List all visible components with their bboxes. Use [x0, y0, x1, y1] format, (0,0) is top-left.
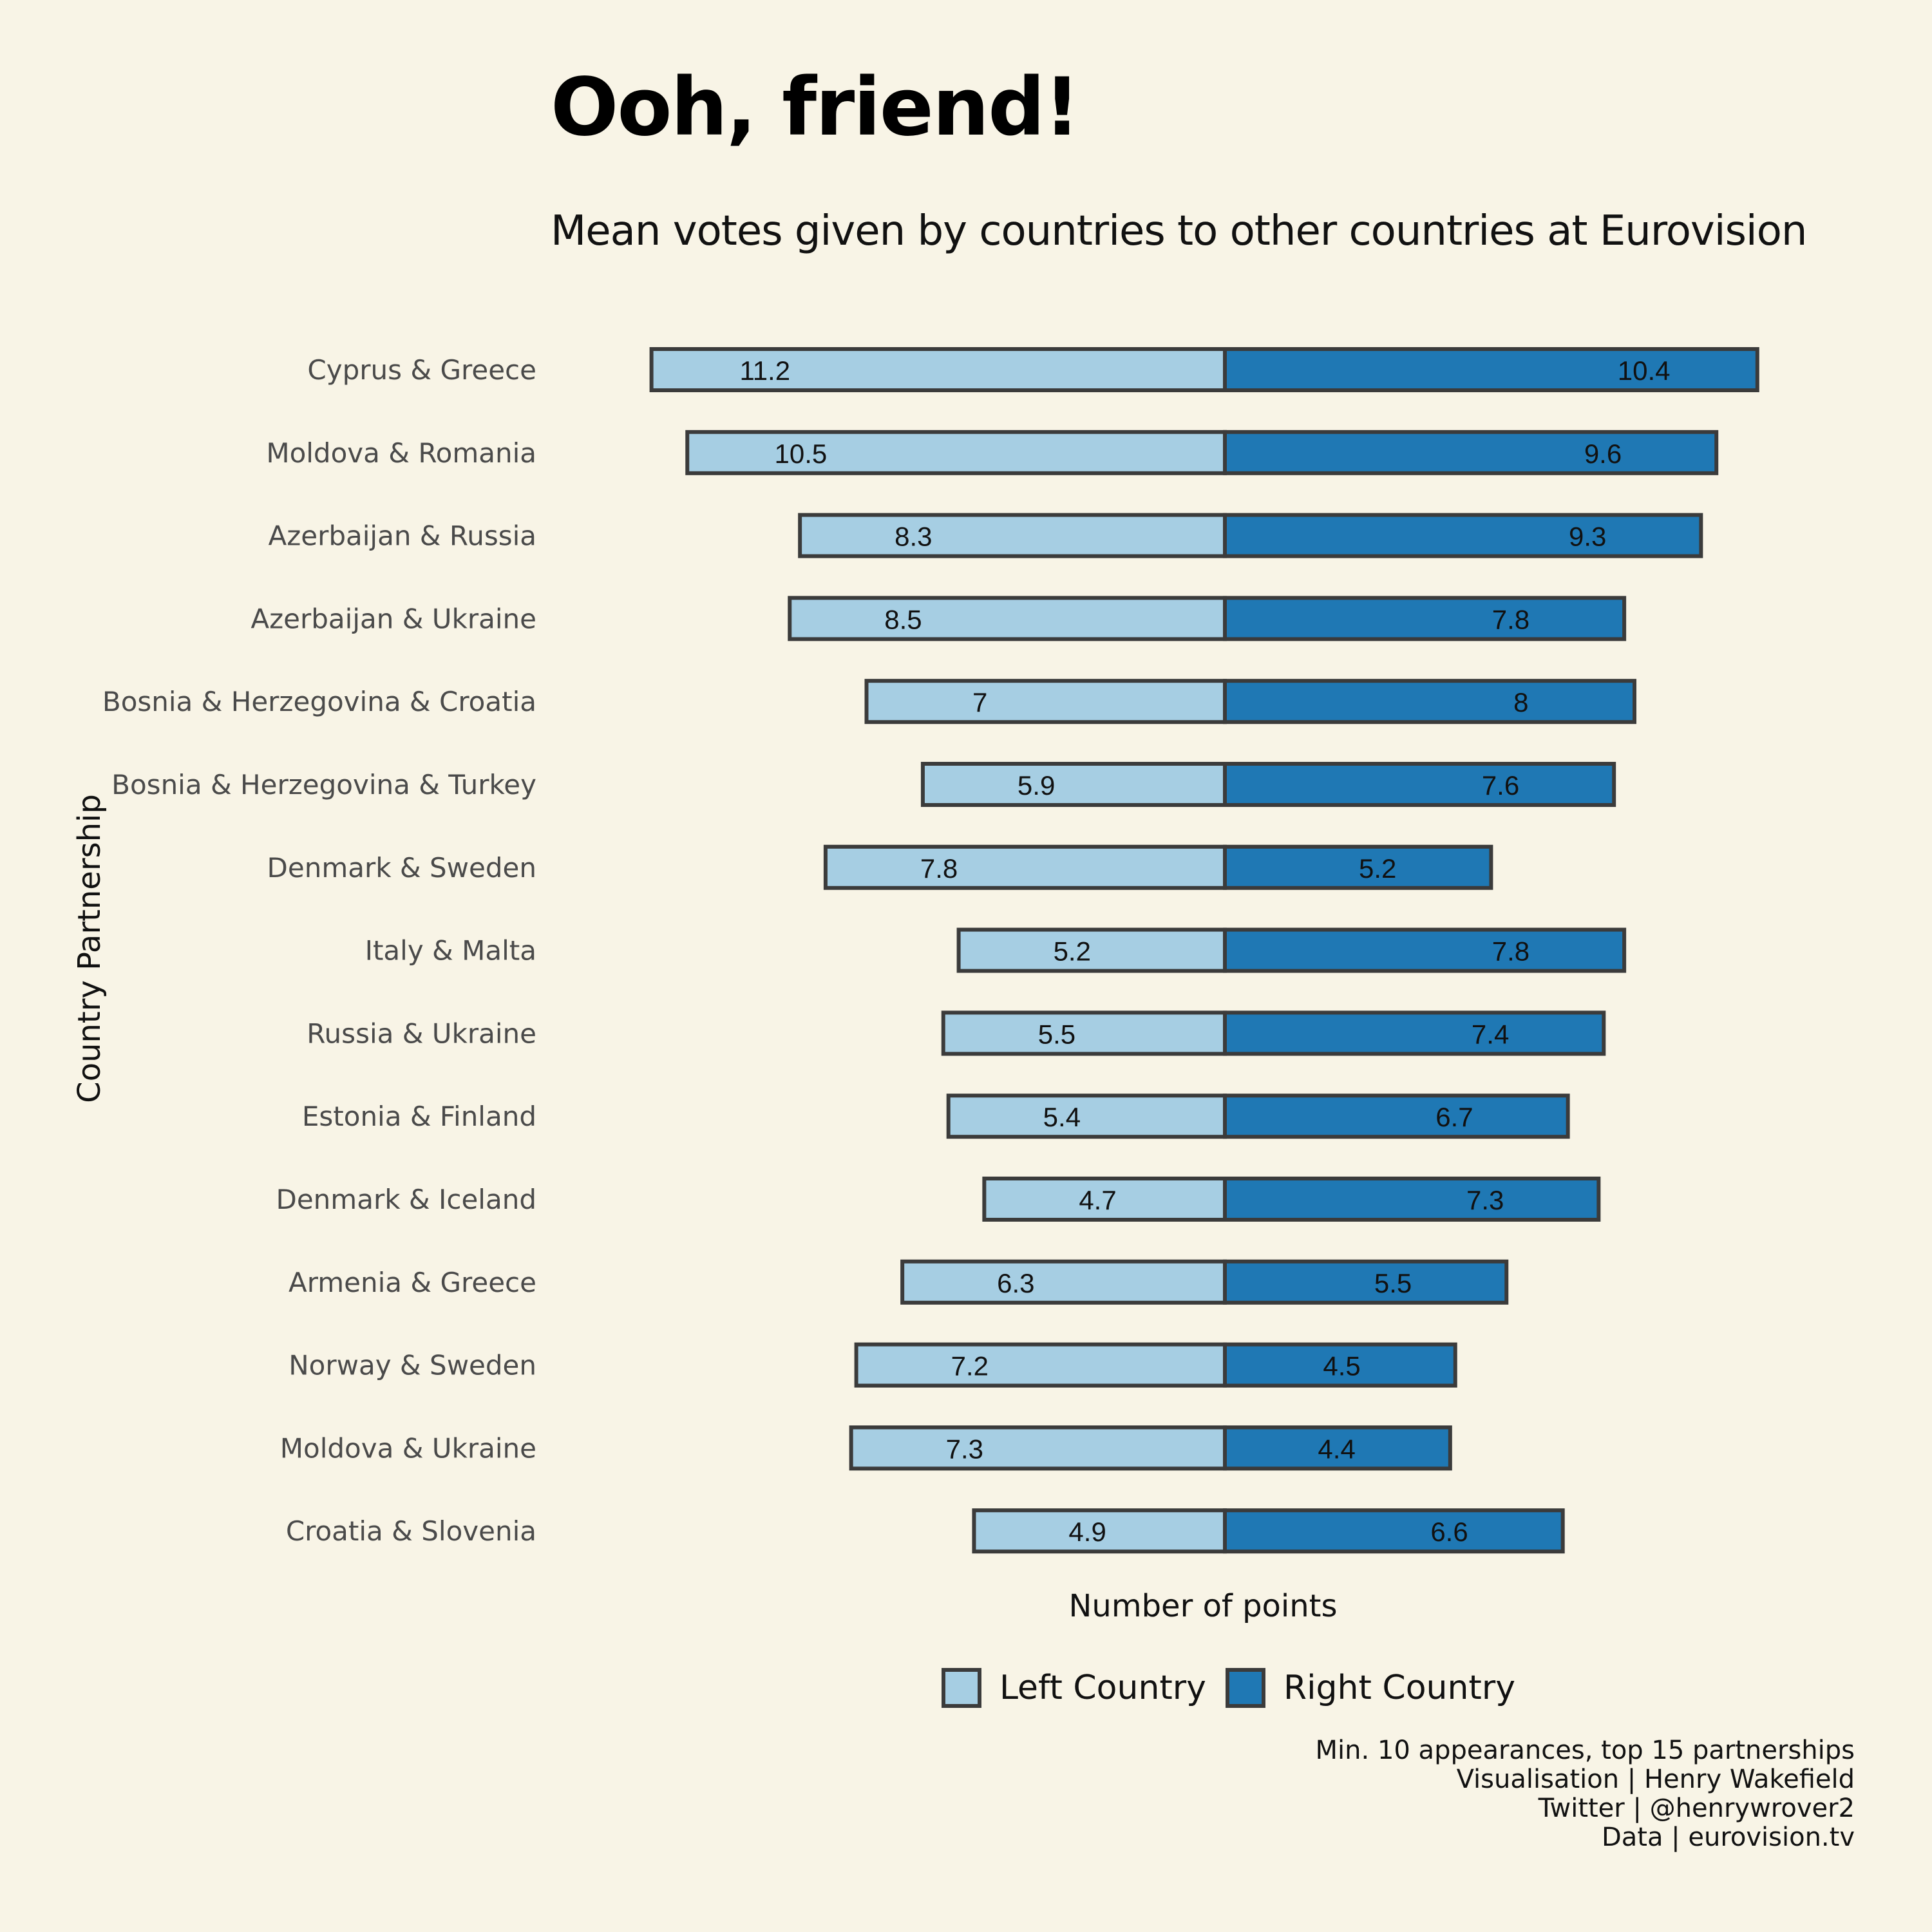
data-label-right: 4.5 — [1323, 1351, 1360, 1381]
data-label-right: 7.8 — [1492, 936, 1530, 967]
bar-right — [1223, 927, 1627, 973]
caption-line-visualisation: Visualisation | Henry Wakefield — [1456, 1765, 1855, 1794]
bar-right — [1223, 679, 1636, 724]
data-label-left: 11.2 — [739, 355, 790, 386]
chart-title: Ooh, friend! — [551, 61, 1080, 154]
data-label-right: 9.3 — [1569, 522, 1606, 552]
bar-left — [941, 1010, 1227, 1056]
data-label-left: 7 — [972, 687, 987, 717]
data-label-left: 10.5 — [775, 439, 828, 469]
legend-label-right: Right Country — [1283, 1669, 1515, 1707]
bar-right — [1223, 844, 1493, 890]
bar-left — [900, 1259, 1227, 1305]
bar-left — [946, 1094, 1227, 1139]
category-label: Norway & Sweden — [289, 1350, 536, 1381]
chart-subtitle: Mean votes given by countries to other c… — [551, 207, 1807, 255]
bar-right — [1223, 513, 1703, 558]
y-axis-label: Country Partnership — [71, 794, 108, 1103]
category-label: Russia & Ukraine — [307, 1018, 536, 1049]
bar-right — [1223, 596, 1627, 641]
bar-right — [1223, 347, 1759, 392]
data-label-left: 5.9 — [1018, 770, 1055, 800]
legend-item-right: Right Country — [1225, 1668, 1515, 1708]
category-label: Denmark & Iceland — [276, 1184, 537, 1215]
chart-legend: Left Country Right Country — [942, 1668, 1535, 1708]
data-label-right: 8 — [1513, 687, 1528, 717]
legend-swatch-left — [942, 1668, 981, 1708]
category-label: Italy & Malta — [365, 935, 536, 967]
category-label: Moldova & Ukraine — [280, 1432, 536, 1464]
bar-left — [920, 762, 1227, 807]
bar-left — [956, 927, 1227, 973]
bar-right — [1223, 1508, 1565, 1554]
legend-label-left: Left Country — [999, 1669, 1206, 1707]
legend-swatch-right — [1225, 1668, 1265, 1708]
data-label-left: 5.5 — [1038, 1019, 1075, 1049]
bar-left — [854, 1342, 1227, 1388]
data-label-left: 8.5 — [884, 604, 922, 634]
data-label-left: 7.8 — [920, 853, 958, 884]
category-label: Armenia & Greece — [289, 1267, 536, 1298]
category-label: Cyprus & Greece — [307, 354, 536, 386]
caption-line-twitter: Twitter | @henrywrover2 — [1538, 1794, 1855, 1823]
data-label-right: 10.4 — [1618, 355, 1671, 386]
data-label-right: 7.3 — [1466, 1185, 1504, 1215]
bar-left — [982, 1177, 1227, 1222]
legend-item-left: Left Country — [942, 1668, 1206, 1708]
bar-right — [1223, 1342, 1457, 1388]
data-label-left: 4.9 — [1068, 1517, 1106, 1547]
bar-left — [972, 1508, 1227, 1554]
category-label: Bosnia & Herzegovina & Croatia — [102, 686, 536, 717]
caption: Min. 10 appearances, top 15 partnerships… — [1316, 1736, 1855, 1852]
bar-left — [649, 347, 1227, 392]
bar-left — [798, 513, 1227, 558]
category-label: Croatia & Slovenia — [286, 1515, 536, 1547]
bar-left — [849, 1425, 1227, 1471]
bar-left — [823, 844, 1227, 890]
data-label-left: 6.3 — [997, 1268, 1034, 1298]
bar-right — [1223, 1010, 1606, 1056]
category-label: Bosnia & Herzegovina & Turkey — [111, 769, 536, 800]
bar-right — [1223, 430, 1719, 475]
bar-right — [1223, 1094, 1570, 1139]
category-label: Moldova & Romania — [266, 437, 536, 469]
data-label-left: 8.3 — [895, 522, 932, 552]
bar-right — [1223, 1177, 1601, 1222]
category-label: Azerbaijan & Ukraine — [251, 603, 536, 634]
category-label: Azerbaijan & Russia — [268, 520, 536, 552]
bar-right — [1223, 1425, 1452, 1471]
data-label-right: 7.6 — [1482, 770, 1519, 800]
data-label-right: 4.4 — [1318, 1434, 1355, 1464]
data-label-right: 7.8 — [1492, 604, 1530, 634]
caption-line-criteria: Min. 10 appearances, top 15 partnerships — [1315, 1736, 1855, 1765]
bar-left — [788, 596, 1227, 641]
category-label: Estonia & Finland — [302, 1101, 536, 1132]
bar-right — [1223, 762, 1616, 807]
x-axis-label: Number of points — [1068, 1588, 1337, 1624]
data-label-right: 9.6 — [1584, 439, 1622, 469]
category-label: Denmark & Sweden — [267, 852, 536, 884]
data-label-right: 5.5 — [1374, 1268, 1412, 1298]
bar-left — [864, 679, 1227, 724]
data-label-left: 5.2 — [1054, 936, 1091, 967]
caption-line-data: Data | eurovision.tv — [1601, 1823, 1855, 1852]
data-label-left: 7.3 — [946, 1434, 983, 1464]
data-label-right: 6.6 — [1430, 1517, 1468, 1547]
data-label-right: 5.2 — [1359, 853, 1396, 884]
data-label-left: 5.4 — [1043, 1102, 1081, 1132]
data-label-right: 6.7 — [1435, 1102, 1473, 1132]
data-label-right: 7.4 — [1472, 1019, 1509, 1049]
data-label-left: 4.7 — [1079, 1185, 1116, 1215]
bar-right — [1223, 1259, 1509, 1305]
data-label-left: 7.2 — [951, 1351, 989, 1381]
bar-left — [685, 430, 1227, 475]
